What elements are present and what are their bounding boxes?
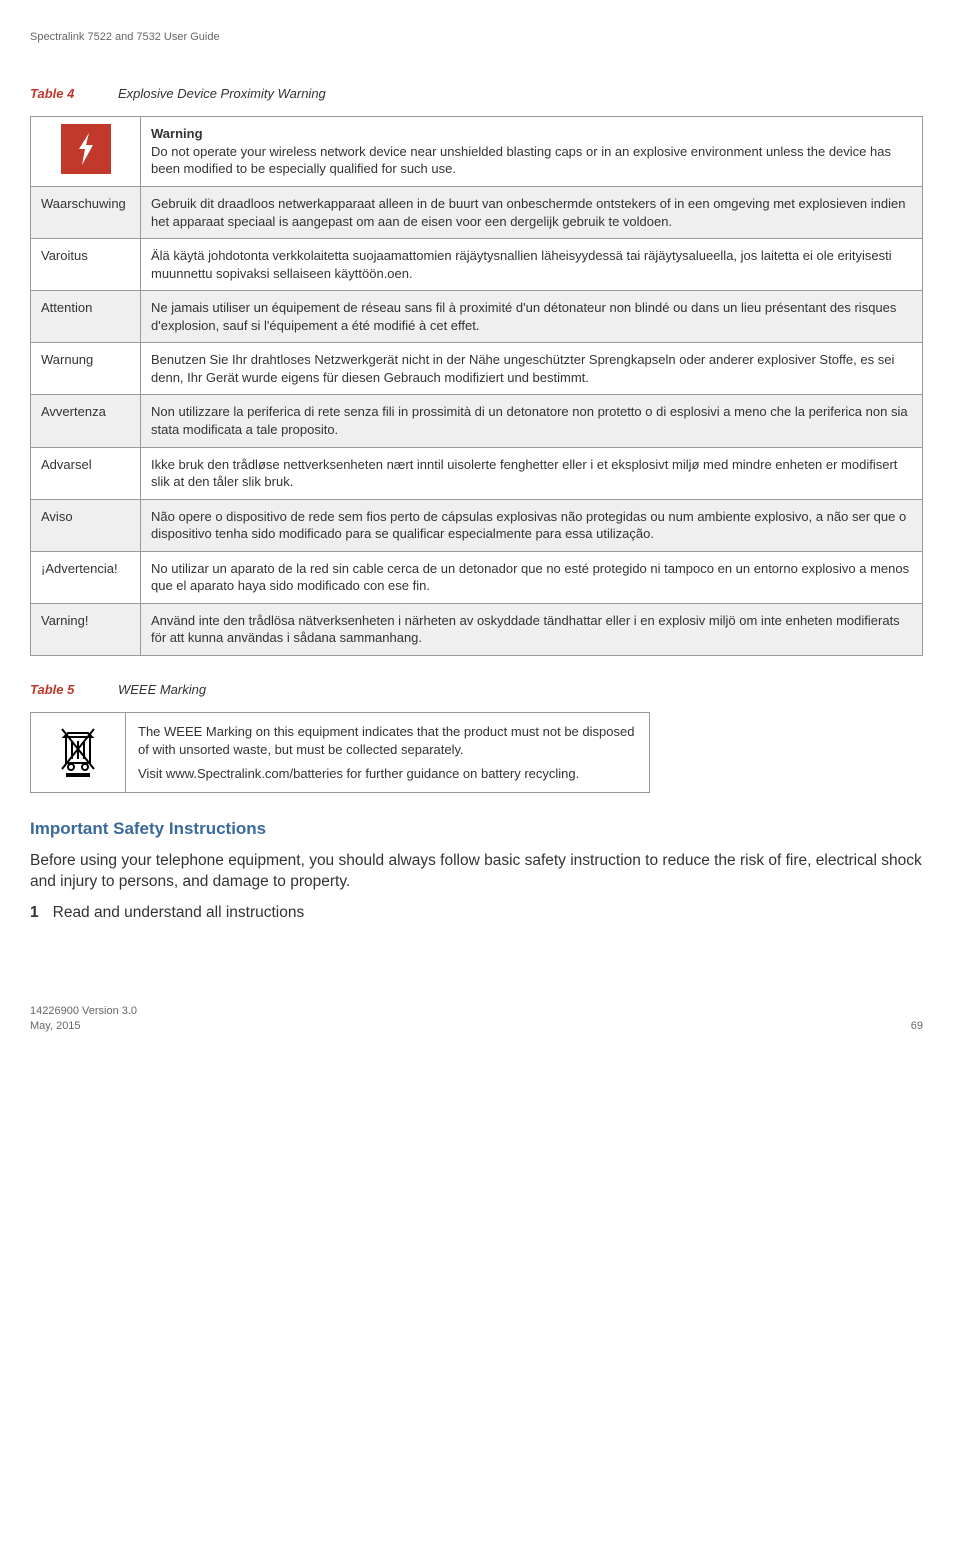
table-row-text: WarningDo not operate your wireless netw… — [141, 117, 923, 187]
warning-text: Använd inte den trådlösa nätverksenheten… — [151, 612, 912, 647]
table-row-label: ¡Advertencia! — [31, 551, 141, 603]
table-row-text: Non utilizzare la periferica di rete sen… — [141, 395, 923, 447]
footer-date: May, 2015 — [30, 1019, 137, 1034]
table-row-label: Attention — [31, 291, 141, 343]
table-row-label: Varning! — [31, 603, 141, 655]
table-row-text: Ikke bruk den trådløse nettverksenheten … — [141, 447, 923, 499]
warning-text: Ikke bruk den trådløse nettverksenheten … — [151, 456, 912, 491]
explosive-warning-table: WarningDo not operate your wireless netw… — [30, 116, 923, 655]
warning-text: Älä käytä johdotonta verkkolaitetta suoj… — [151, 247, 912, 282]
instruction-number: 1 — [30, 904, 39, 921]
table-row-text: Gebruik dit draadloos netwerkapparaat al… — [141, 187, 923, 239]
warning-text: Ne jamais utiliser un équipement de rése… — [151, 299, 912, 334]
weee-para2: Visit www.Spectralink.com/batteries for … — [138, 765, 637, 783]
table-row-text: Använd inte den trådlösa nätverksenheten… — [141, 603, 923, 655]
table5-title: WEEE Marking — [118, 682, 206, 697]
weee-icon-cell — [31, 713, 126, 793]
table-row-label — [31, 117, 141, 187]
table-row-text: Ne jamais utiliser un équipement de rése… — [141, 291, 923, 343]
warning-text: Benutzen Sie Ihr drahtloses Netzwerkgerä… — [151, 351, 912, 386]
table-row-text: No utilizar un aparato de la red sin cab… — [141, 551, 923, 603]
table-row-label: Varoitus — [31, 239, 141, 291]
lightning-warning-icon — [61, 124, 111, 174]
warning-heading: Warning — [151, 125, 912, 143]
page-footer: 14226900 Version 3.0 May, 2015 69 — [30, 1004, 923, 1034]
instruction-text: Read and understand all instructions — [53, 904, 305, 921]
weee-table: The WEEE Marking on this equipment indic… — [30, 712, 650, 793]
table-row-label: Waarschuwing — [31, 187, 141, 239]
table-row-text: Não opere o dispositivo de rede sem fios… — [141, 499, 923, 551]
table4-number: Table 4 — [30, 86, 74, 101]
warning-text: No utilizar un aparato de la red sin cab… — [151, 560, 912, 595]
footer-page-number: 69 — [911, 1019, 923, 1034]
weee-para1: The WEEE Marking on this equipment indic… — [138, 723, 637, 758]
table-row-label: Aviso — [31, 499, 141, 551]
safety-intro: Before using your telephone equipment, y… — [30, 851, 923, 893]
doc-header: Spectralink 7522 and 7532 User Guide — [30, 30, 923, 45]
safety-instructions-heading: Important Safety Instructions — [30, 818, 923, 841]
warning-text: Gebruik dit draadloos netwerkapparaat al… — [151, 195, 912, 230]
warning-text: Non utilizzare la periferica di rete sen… — [151, 403, 912, 438]
table-row-text: Älä käytä johdotonta verkkolaitetta suoj… — [141, 239, 923, 291]
table-row-label: Warnung — [31, 343, 141, 395]
weee-text-cell: The WEEE Marking on this equipment indic… — [126, 713, 650, 793]
table5-caption: Table 5 WEEE Marking — [30, 681, 923, 699]
warning-text: Não opere o dispositivo de rede sem fios… — [151, 508, 912, 543]
footer-left: 14226900 Version 3.0 May, 2015 — [30, 1004, 137, 1034]
table5-number: Table 5 — [30, 682, 74, 697]
table-row-label: Avvertenza — [31, 395, 141, 447]
weee-bin-icon — [56, 723, 100, 782]
instruction-item-1: 1 Read and understand all instructions — [30, 903, 923, 924]
table4-caption: Table 4 Explosive Device Proximity Warni… — [30, 85, 923, 103]
warning-text: Do not operate your wireless network dev… — [151, 143, 912, 178]
footer-version: 14226900 Version 3.0 — [30, 1004, 137, 1019]
table-row-text: Benutzen Sie Ihr drahtloses Netzwerkgerä… — [141, 343, 923, 395]
table4-title: Explosive Device Proximity Warning — [118, 86, 326, 101]
table-row-label: Advarsel — [31, 447, 141, 499]
